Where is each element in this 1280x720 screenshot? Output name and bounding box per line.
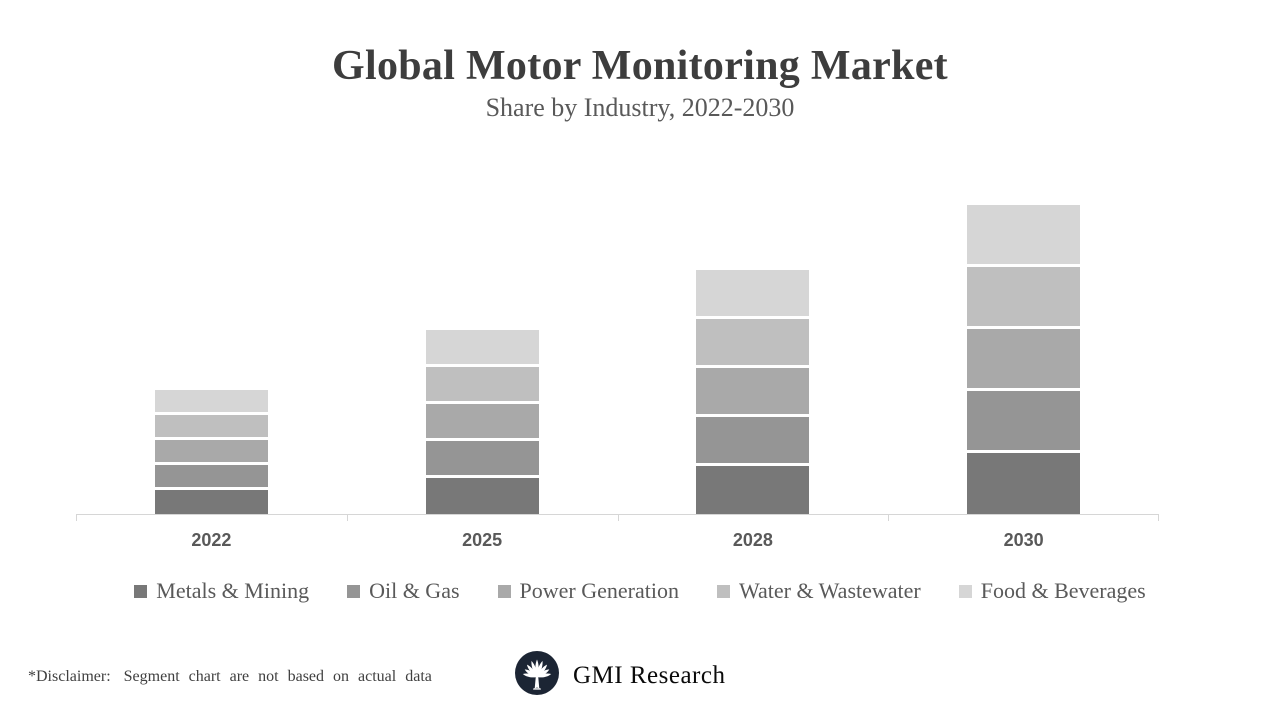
segment-food-beverages-2028 bbox=[696, 270, 810, 316]
segment-metals-mining-2030 bbox=[967, 453, 1081, 515]
disclaimer: *Disclaimer: Segment chart are not based … bbox=[28, 668, 432, 686]
axis-tick bbox=[76, 515, 77, 521]
legend-label: Power Generation bbox=[519, 578, 679, 603]
legend-label: Water & Wastewater bbox=[738, 578, 921, 603]
chart-title: Global Motor Monitoring Market bbox=[332, 43, 948, 89]
brand-name: GMI Research bbox=[573, 661, 726, 689]
x-axis-line bbox=[76, 514, 1159, 521]
bar-group-2025 bbox=[347, 190, 618, 515]
bar-group-2030 bbox=[888, 190, 1159, 515]
bar-group-2022 bbox=[76, 190, 347, 515]
legend-item-food-beverages: Food & Beverages bbox=[958, 578, 1146, 604]
legend-swatch-icon bbox=[716, 584, 730, 598]
segment-oil-gas-2030 bbox=[967, 391, 1081, 450]
segment-food-beverages-2025 bbox=[425, 330, 539, 364]
segment-oil-gas-2025 bbox=[425, 441, 539, 475]
stacked-bar-2028 bbox=[696, 270, 810, 515]
axis-tick bbox=[346, 515, 348, 521]
segment-water-wastewater-2022 bbox=[154, 415, 268, 437]
plot-area bbox=[76, 190, 1159, 515]
segment-food-beverages-2022 bbox=[154, 390, 268, 412]
legend-label: Food & Beverages bbox=[980, 578, 1146, 603]
segment-power-generation-2025 bbox=[425, 404, 539, 438]
legend-swatch-icon bbox=[134, 584, 148, 598]
segment-oil-gas-2028 bbox=[696, 417, 810, 463]
bar-group-2028 bbox=[618, 190, 889, 515]
legend-swatch-icon bbox=[497, 584, 511, 598]
axis-tick bbox=[1158, 515, 1159, 521]
legend-item-oil-gas: Oil & Gas bbox=[347, 578, 460, 604]
segment-power-generation-2022 bbox=[154, 440, 268, 462]
legend-label: Metals & Mining bbox=[156, 578, 310, 603]
segment-metals-mining-2028 bbox=[696, 466, 810, 515]
segment-water-wastewater-2025 bbox=[425, 367, 539, 401]
stacked-bar-2025 bbox=[425, 330, 539, 515]
legend-item-water-wastewater: Water & Wastewater bbox=[716, 578, 921, 604]
axis-tick bbox=[888, 515, 890, 521]
legend-swatch-icon bbox=[958, 584, 972, 598]
legend-swatch-icon bbox=[347, 584, 361, 598]
chart-subtitle: Share by Industry, 2022-2030 bbox=[485, 93, 795, 122]
segment-metals-mining-2025 bbox=[425, 478, 539, 515]
legend-item-metals-mining: Metals & Mining bbox=[134, 578, 309, 604]
segment-water-wastewater-2028 bbox=[696, 319, 810, 365]
x-axis-label-2025: 2025 bbox=[462, 530, 503, 550]
stacked-bar-2030 bbox=[967, 205, 1081, 515]
disclaimer-text: Segment chart are not based on actual da… bbox=[123, 668, 432, 685]
segment-metals-mining-2022 bbox=[154, 490, 268, 515]
segment-food-beverages-2030 bbox=[967, 205, 1081, 264]
x-axis-labels: 2022 2025 2028 2030 bbox=[76, 530, 1159, 551]
x-axis-label-2030: 2030 bbox=[1003, 530, 1044, 550]
palm-fan-icon bbox=[514, 650, 560, 701]
disclaimer-label: *Disclaimer: bbox=[28, 668, 111, 685]
x-axis-label-2022: 2022 bbox=[191, 530, 232, 550]
x-axis-label-2028: 2028 bbox=[732, 530, 773, 550]
legend-label: Oil & Gas bbox=[369, 578, 460, 603]
legend-item-power-generation: Power Generation bbox=[497, 578, 679, 604]
segment-power-generation-2030 bbox=[967, 329, 1081, 388]
segment-power-generation-2028 bbox=[696, 368, 810, 414]
stacked-bar-2022 bbox=[154, 390, 268, 515]
segment-water-wastewater-2030 bbox=[967, 267, 1081, 326]
axis-tick bbox=[617, 515, 619, 521]
chart-legend: Metals & Mining Oil & Gas Power Generation… bbox=[0, 578, 1280, 604]
gmi-research-logo: GMI Research bbox=[514, 650, 725, 701]
segment-oil-gas-2022 bbox=[154, 465, 268, 487]
